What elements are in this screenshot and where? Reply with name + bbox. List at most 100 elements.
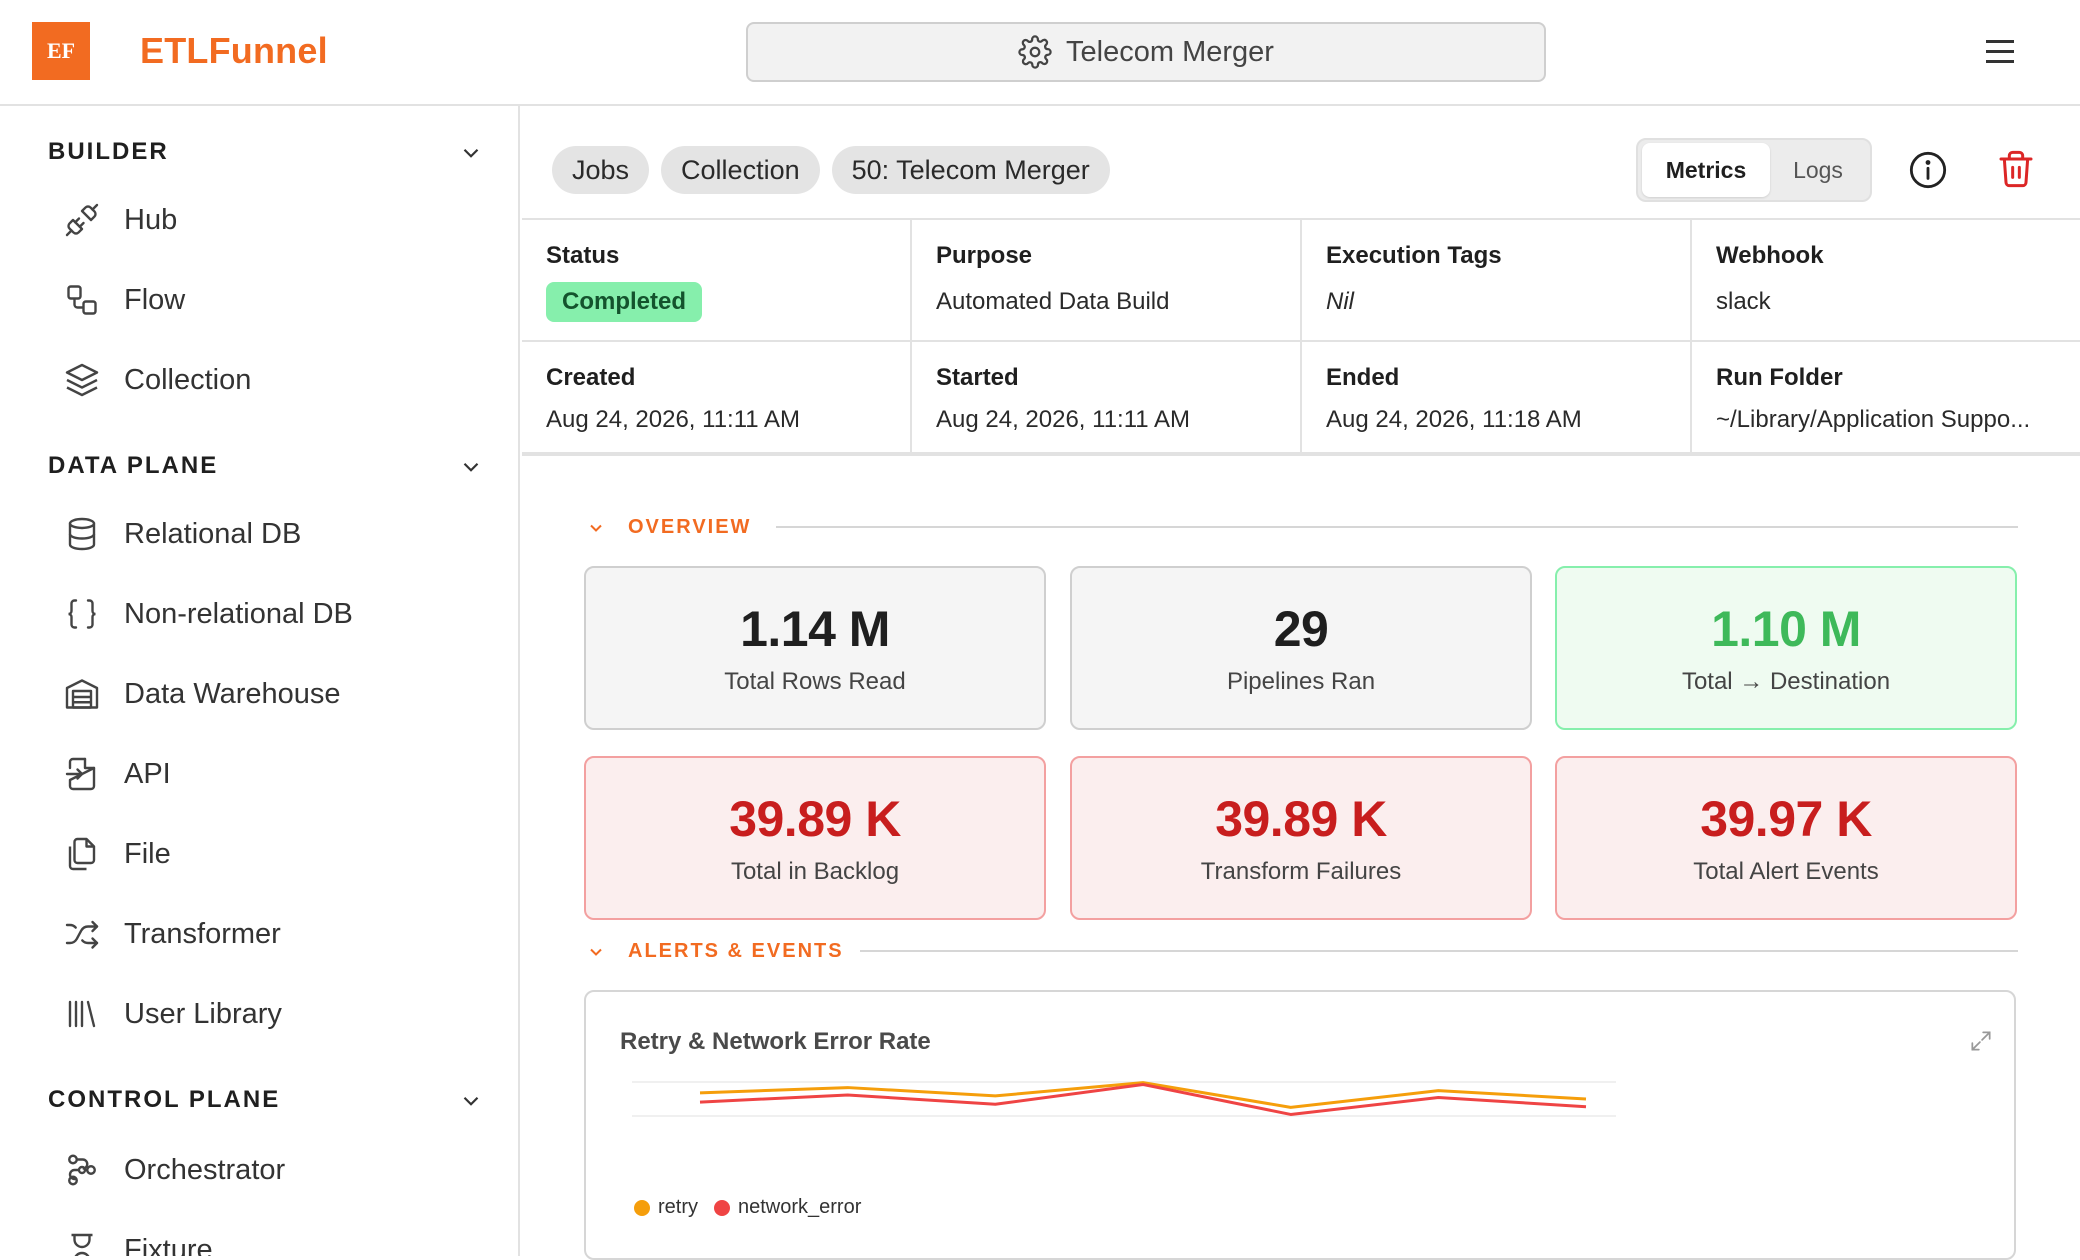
breadcrumb-jobs[interactable]: Jobs	[552, 146, 650, 194]
gear-icon	[1018, 35, 1052, 69]
detail-label: Webhook	[1716, 242, 1824, 269]
tab-logs[interactable]: Logs	[1793, 156, 1843, 183]
detail-label: Execution Tags	[1326, 242, 1502, 269]
metric-label: Total Alert Events	[1693, 858, 1879, 885]
sidebar-item-orchestrator[interactable]: Orchestrator	[64, 1140, 285, 1200]
metric-value: 39.97 K	[1700, 791, 1872, 847]
sidebar-item-label: Hub	[124, 203, 178, 236]
plug-icon	[65, 203, 99, 237]
section-divider	[776, 526, 2018, 528]
sidebar-item-label: Transformer	[124, 917, 281, 950]
chart-title: Retry & Network Error Rate	[620, 1028, 931, 1055]
chevron-down-icon[interactable]	[458, 140, 484, 166]
detail-value[interactable]: ~/Library/Application Suppo...	[1716, 406, 2031, 433]
sidebar-item-label: API	[124, 757, 171, 790]
sidebar-item-label: File	[124, 837, 171, 870]
sidebar-item-label: User Library	[124, 997, 282, 1030]
top-bar: EF ETLFunnel Telecom Merger	[0, 0, 2080, 106]
breadcrumb-collection[interactable]: Collection	[661, 146, 820, 194]
section-data-plane-heading: DATA PLANE	[48, 452, 219, 479]
chevron-down-icon[interactable]	[458, 1088, 484, 1114]
sidebar-item-file[interactable]: File	[64, 824, 171, 884]
series-line-network-error[interactable]	[699, 1082, 1587, 1116]
metric-label: Total in Backlog	[730, 858, 900, 885]
alerts-section-toggle[interactable]: ALERTS & EVENTS	[586, 940, 844, 963]
alerts-heading: ALERTS & EVENTS	[628, 940, 844, 962]
sidebar-item-hub[interactable]: Hub	[64, 190, 177, 250]
flow-icon	[67, 285, 97, 315]
detail-value: slack	[1716, 288, 1771, 315]
overview-section-toggle[interactable]: OVERVIEW	[586, 516, 751, 539]
breadcrumb-job[interactable]: 50: Telecom Merger	[831, 146, 1110, 194]
job-selector-label: Telecom Merger	[1066, 35, 1274, 68]
job-selector[interactable]: Telecom Merger	[746, 22, 1546, 82]
legend-swatch	[714, 1199, 730, 1216]
sidebar-item-collection[interactable]: Collection	[64, 350, 251, 410]
detail-purpose: Purpose Automated Data Build	[912, 220, 1302, 342]
brand-name[interactable]: ETLFunnel	[140, 30, 328, 71]
metric-value: 29	[1273, 601, 1329, 657]
sidebar-item-transformer[interactable]: Transformer	[64, 904, 281, 964]
detail-value: Aug 24, 2026, 11:18 AM	[1326, 406, 1582, 433]
delete-icon[interactable]	[1996, 148, 2036, 190]
sidebar-item-flow[interactable]: Flow	[64, 270, 185, 330]
legend-label: network_error	[738, 1196, 862, 1218]
section-divider	[860, 950, 2018, 952]
detail-status: Status Completed	[522, 220, 912, 342]
expand-icon[interactable]	[1968, 1028, 1994, 1054]
sidebar-item-fixture[interactable]: Fixture	[64, 1220, 213, 1256]
metric-card-backlog: 39.89 K Total in Backlog	[584, 756, 1046, 920]
detail-label: Created	[546, 364, 636, 391]
braces-icon	[68, 599, 96, 629]
sidebar-item-api[interactable]: API	[64, 744, 171, 804]
detail-ended: Ended Aug 24, 2026, 11:18 AM	[1302, 342, 1692, 454]
sidebar-item-data-warehouse[interactable]: Data Warehouse	[64, 664, 341, 724]
info-icon[interactable]	[1908, 150, 1948, 190]
detail-label: Status	[546, 242, 620, 269]
detail-label: Run Folder	[1716, 364, 1843, 391]
sidebar-item-label: Orchestrator	[124, 1153, 286, 1186]
main-content: Jobs Collection 50: Telecom Merger Metri…	[522, 106, 2080, 1260]
line-chart	[632, 1081, 1616, 1117]
legend-label: retry	[658, 1196, 698, 1218]
breadcrumb: Jobs Collection 50: Telecom Merger	[552, 146, 1110, 194]
shuffle-icon	[65, 920, 99, 949]
hamburger-menu-icon[interactable]	[1980, 34, 2020, 70]
job-details: Status Completed Purpose Automated Data …	[522, 218, 2080, 456]
metric-label: Pipelines Ran	[1226, 668, 1376, 695]
series-line-retry[interactable]	[699, 1081, 1587, 1109]
file-import-icon	[65, 757, 96, 791]
detail-started: Started Aug 24, 2026, 11:11 AM	[912, 342, 1302, 454]
tab-metrics[interactable]: Metrics	[1642, 143, 1770, 197]
metric-card-destination: 1.10 M Total → Destination	[1555, 566, 2017, 730]
workflow-icon	[68, 1154, 96, 1186]
sidebar: BUILDER Hub Flow Collection DATA PLANE R…	[0, 106, 520, 1256]
section-builder-heading: BUILDER	[48, 138, 169, 165]
detail-value: Nil	[1326, 288, 1354, 315]
metric-value: 39.89 K	[729, 791, 901, 847]
detail-run-folder: Run Folder ~/Library/Application Suppo..…	[1692, 342, 2080, 454]
legend-item-retry[interactable]: retry	[634, 1196, 698, 1219]
sidebar-item-label: Relational DB	[124, 517, 302, 550]
warehouse-icon	[65, 679, 99, 709]
chevron-down-icon[interactable]	[458, 454, 484, 480]
metric-label: Transform Failures	[1200, 858, 1402, 885]
files-icon	[68, 837, 96, 871]
detail-value: Automated Data Build	[936, 288, 1170, 315]
chart-card: Retry & Network Error Rate retry network…	[584, 990, 2016, 1260]
sidebar-item-relational-db[interactable]: Relational DB	[64, 504, 301, 564]
sidebar-item-non-relational-db[interactable]: Non-relational DB	[64, 584, 353, 644]
sidebar-item-label: Fixture	[124, 1233, 213, 1257]
library-icon	[68, 1000, 96, 1028]
sidebar-item-label: Data Warehouse	[124, 677, 341, 710]
sidebar-item-user-library[interactable]: User Library	[64, 984, 282, 1044]
view-toggle: Metrics Logs	[1636, 138, 1872, 202]
app-logo[interactable]: EF	[32, 22, 90, 80]
metric-card-pipelines-ran: 29 Pipelines Ran	[1070, 566, 1532, 730]
legend-item-network-error[interactable]: network_error	[714, 1196, 861, 1219]
hourglass-icon	[71, 1233, 93, 1256]
sidebar-item-label: Collection	[124, 363, 252, 396]
section-control-plane-heading: CONTROL PLANE	[48, 1086, 281, 1113]
chevron-down-icon	[590, 948, 602, 956]
detail-label: Purpose	[936, 242, 1033, 269]
